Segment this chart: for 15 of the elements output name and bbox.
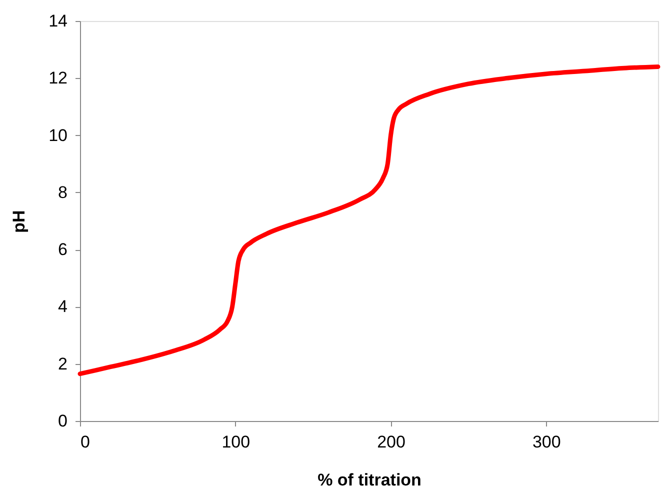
y-axis-title: pH xyxy=(10,210,29,233)
y-tick-label: 10 xyxy=(48,126,68,145)
y-tick-label: 8 xyxy=(58,182,68,202)
y-tick-label: 2 xyxy=(58,354,68,374)
y-tick-label: 12 xyxy=(48,68,68,88)
x-tick-label: 0 xyxy=(80,432,90,452)
x-tick-label: 100 xyxy=(222,432,250,452)
x-tick-label: 300 xyxy=(532,432,561,452)
y-tick-label: 14 xyxy=(48,12,68,30)
y-tick-label: 0 xyxy=(58,412,68,430)
y-tick-label: 4 xyxy=(58,297,68,316)
x-axis-title: % of titration xyxy=(318,470,422,490)
x-tick-label: 200 xyxy=(377,432,406,452)
line-series xyxy=(78,64,660,376)
y-tick-label: 6 xyxy=(58,240,68,260)
